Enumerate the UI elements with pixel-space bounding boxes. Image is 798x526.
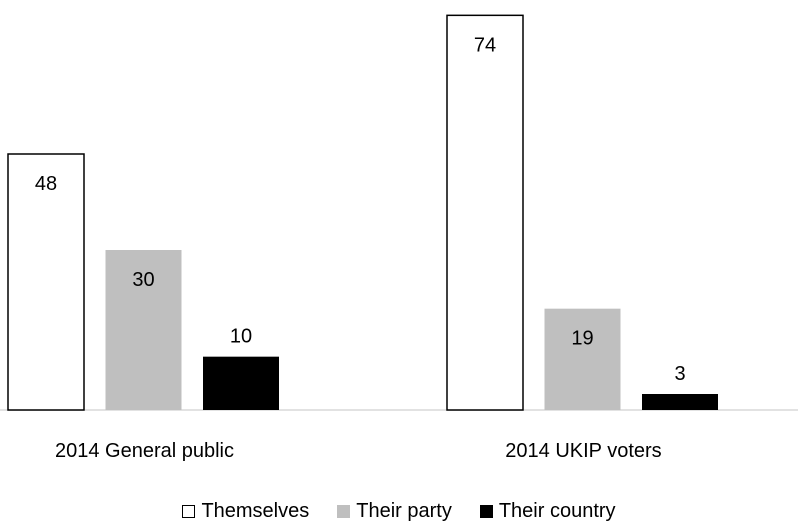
bar-themselves [7, 153, 85, 411]
legend-label: Their party [356, 499, 452, 522]
data-label: 19 [571, 328, 593, 350]
bar-their-country [642, 394, 718, 410]
legend-item-their-country: Their country [479, 499, 616, 523]
legend-swatch [479, 504, 493, 518]
legend-swatch [182, 504, 196, 518]
data-label: 48 [35, 173, 57, 195]
bar-their-party [544, 308, 621, 410]
bar-their-party [105, 250, 182, 410]
category-label: 2014 UKIP voters [505, 440, 661, 462]
bar-themselves [446, 14, 524, 411]
bar-chart: 48 30 10 2014 General public 74 19 3 2014 UKIP … [0, 14, 798, 462]
legend-label: Their country [498, 499, 616, 522]
legend-swatch [337, 504, 351, 518]
legend-item-themselves: Themselves [182, 500, 309, 523]
category-label: 2014 General public [55, 440, 234, 462]
data-label: 74 [474, 34, 496, 56]
bar-their-country [203, 356, 279, 410]
legend-item-their-party: Their party [337, 500, 452, 523]
data-label: 30 [132, 269, 154, 291]
legend: Themselves Their party Their country [0, 496, 798, 526]
data-label: 3 [674, 363, 685, 385]
legend-label: Themselves [201, 499, 310, 522]
data-label: 10 [230, 326, 252, 348]
